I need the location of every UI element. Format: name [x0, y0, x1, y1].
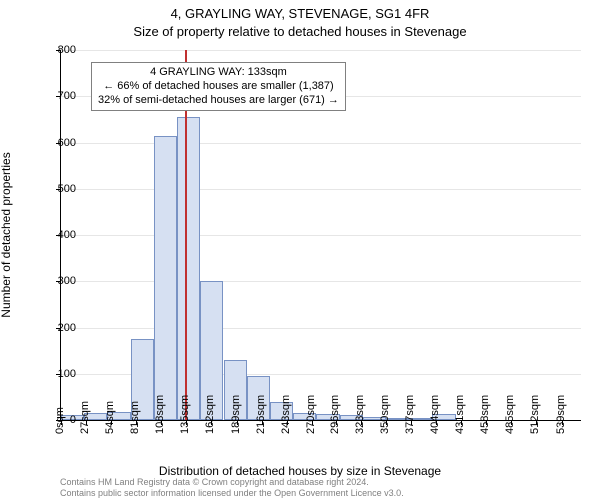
figure-subtitle: Size of property relative to detached ho…: [0, 24, 600, 39]
annotation-larger: 32% of semi-detached houses are larger (…: [98, 94, 339, 108]
attribution-text: Contains HM Land Registry data © Crown c…: [60, 477, 404, 498]
annotation-title: 4 GRAYLING WAY: 133sqm: [98, 66, 339, 80]
gridline: [61, 143, 581, 144]
histogram-plot: 4 GRAYLING WAY: 133sqm ← 66% of detached…: [60, 50, 581, 421]
y-tick-label: 700: [36, 90, 76, 102]
gridline: [61, 281, 581, 282]
y-tick-label: 600: [36, 137, 76, 149]
gridline: [61, 328, 581, 329]
property-annotation-box: 4 GRAYLING WAY: 133sqm ← 66% of detached…: [91, 62, 346, 111]
histogram-bar: [177, 117, 200, 420]
figure-root: 4, GRAYLING WAY, STEVENAGE, SG1 4FR Size…: [0, 0, 600, 500]
gridline: [61, 189, 581, 190]
y-tick-label: 100: [36, 368, 76, 380]
attribution-line: Contains public sector information licen…: [60, 488, 404, 498]
y-tick-label: 500: [36, 183, 76, 195]
y-tick-label: 300: [36, 275, 76, 287]
gridline: [61, 50, 581, 51]
figure-title: 4, GRAYLING WAY, STEVENAGE, SG1 4FR: [0, 6, 600, 21]
y-tick-label: 200: [36, 322, 76, 334]
attribution-line: Contains HM Land Registry data © Crown c…: [60, 477, 404, 487]
y-tick-label: 400: [36, 229, 76, 241]
y-axis-label: Number of detached properties: [0, 70, 13, 235]
annotation-smaller: ← 66% of detached houses are smaller (1,…: [98, 80, 339, 94]
x-axis-label: Distribution of detached houses by size …: [0, 464, 600, 478]
gridline: [61, 235, 581, 236]
y-tick-label: 800: [36, 44, 76, 56]
histogram-bar: [154, 136, 177, 420]
